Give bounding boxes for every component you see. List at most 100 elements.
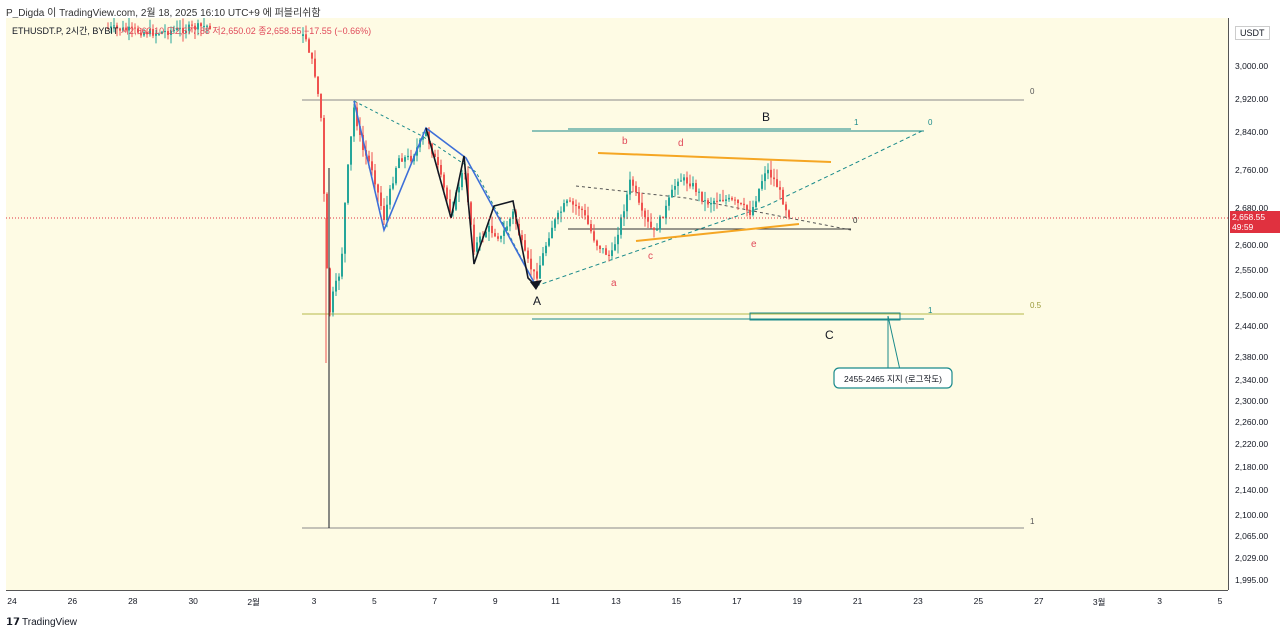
candle-body [611,250,613,256]
price-tick-label: 2,140.00 [1235,485,1269,495]
candle-body [710,202,712,205]
price-tick-label: 2,680.00 [1235,203,1269,213]
candle-body [584,210,586,216]
time-tick-label: 7 [432,596,438,606]
time-tick-label: 13 [611,596,621,606]
candle-body [128,26,130,31]
candle-body [752,207,754,216]
tradingview-brand[interactable]: TradingView [22,617,78,628]
candle-body [788,210,790,218]
sub-label-e: e [751,239,757,250]
time-tick-label: 5 [1217,596,1223,606]
callout-connector-2 [887,315,901,371]
candle-body [581,208,583,211]
candle-body [302,34,304,36]
candle-body [401,158,403,162]
candle-body [731,197,733,200]
candle-body [329,268,331,313]
price-tick-label: 2,340.00 [1235,375,1269,385]
attribution-bar: P_Digda 이 TradingView.com, 2월 18, 2025 1… [0,0,1280,19]
candle-body [344,202,346,254]
candle-body [635,185,637,193]
candle-body [380,192,382,206]
candle-body [494,233,496,237]
candle-body [446,187,448,200]
candle-body [743,203,745,206]
price-tick-label: 2,840.00 [1235,127,1269,137]
candle-body [473,224,475,252]
candle-body [386,204,388,221]
time-tick-label: 15 [671,596,682,606]
tradingview-logo-icon[interactable]: 𝟭𝟳 [6,617,20,628]
fib-label-1-b: 1 [854,118,859,127]
time-tick-label: 30 [188,596,198,606]
time-tick-label: 17 [732,596,742,606]
candle-body [671,189,673,198]
candle-body [629,179,631,195]
time-tick-label: 21 [852,596,863,606]
candle-body [137,28,139,33]
candle-body [533,269,535,272]
candle-body [371,161,373,171]
candle-body [410,155,412,162]
candle-body [746,205,748,211]
sub-label-d: d [678,138,684,149]
candle-body [605,248,607,255]
candle-body [107,28,109,29]
candle-body [383,205,385,221]
candle-body [662,216,664,219]
candle-body [656,229,658,231]
candle-body [608,254,610,256]
candle-body [191,24,193,26]
wave-label-B: B [762,110,770,124]
price-tick-label: 2,300.00 [1235,396,1269,406]
candle-body [578,206,580,209]
price-tick-label: 2,550.00 [1235,265,1269,275]
chart-plot-area[interactable]: 2455-2465 지지 (로그작도) A B C a b c d e 0 0.… [6,18,1228,590]
time-axis[interactable]: 24 26 28 30 2월 3 5 7 9 11 13 15 17 19 21 23 25 27 3월 3 5 [6,590,1228,613]
candle-body [575,204,577,207]
candle-body [740,203,742,205]
candle-body [323,117,325,194]
candle-body [500,235,502,239]
candle-body [200,23,202,27]
candle-body [542,253,544,266]
candle-body [737,200,739,204]
price-tick-label: 2,220.00 [1235,439,1269,449]
candle-body [131,26,133,28]
candle-body [563,203,565,212]
candle-body [557,212,559,220]
price-axis[interactable]: USDT 3,000.00 2,920.00 2,840.00 2,760.00 2,6… [1228,18,1280,590]
chart-canvas[interactable]: 2455-2465 지지 (로그작도) A B C a b c d e 0 0.… [6,18,1228,590]
candle-body [110,26,112,29]
candle-body [203,25,205,27]
candle-body [317,76,319,94]
price-axis-unit[interactable]: USDT [1235,26,1270,40]
candle-body [551,227,553,239]
candle-body [185,30,187,33]
candle-body [152,29,154,36]
time-tick-label: 23 [913,596,923,606]
candle-body [353,107,355,137]
candle-body [146,32,148,35]
candle-body [749,210,751,216]
candle-body [440,165,442,175]
candle-body [686,177,688,184]
candle-body [521,235,523,241]
candle-body [683,177,685,181]
candle-body [722,199,724,201]
orange-upper-line [597,152,832,163]
candle-body [164,31,166,33]
candle-body [134,27,136,29]
candle-body [320,93,322,118]
fib-label-0-top: 0 [1030,87,1035,96]
candle-body [650,221,652,228]
current-price-tag: 2,658.55 49:59 [1230,211,1280,233]
candle-body [389,188,391,205]
candle-body [461,173,463,188]
fib-label-1-c: 1 [928,306,933,315]
price-tick-label: 2,380.00 [1235,352,1269,362]
candle-body [341,253,343,277]
candle-body [509,218,511,227]
candle-body [335,280,337,292]
